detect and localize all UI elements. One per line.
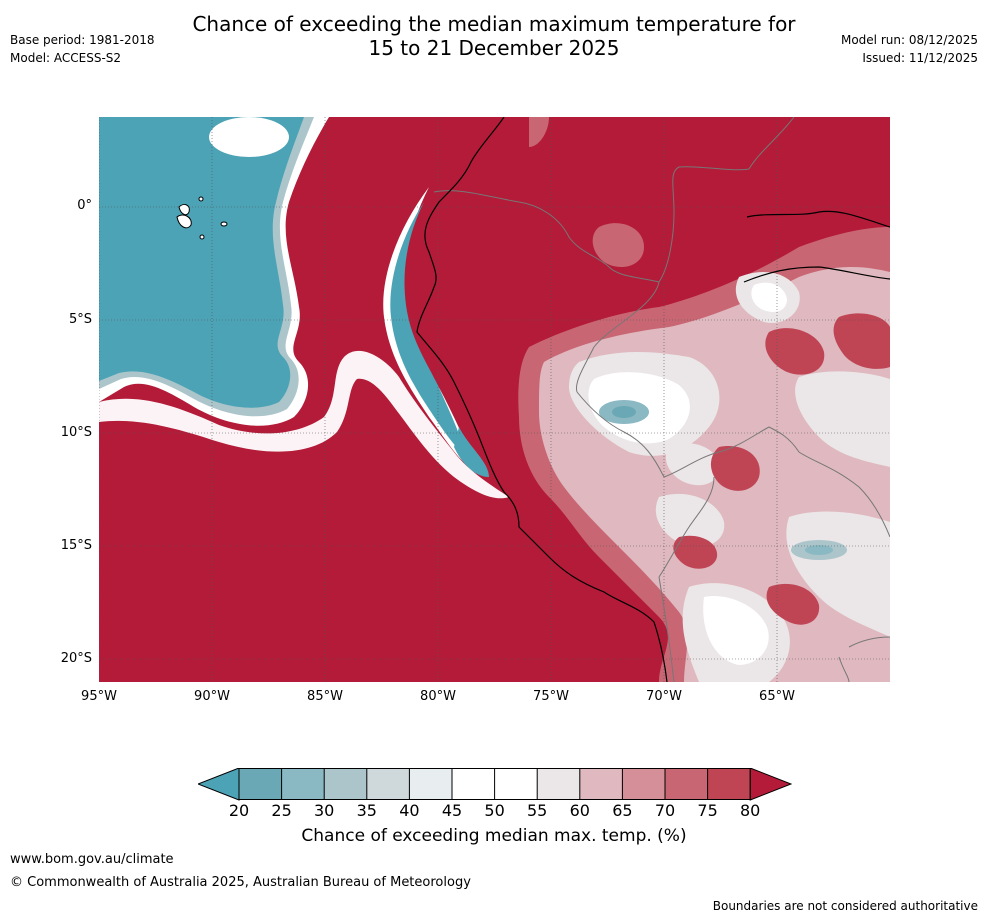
title-line-2: 15 to 21 December 2025 <box>368 36 620 60</box>
lon-label-95w: 95°W <box>81 689 117 704</box>
lat-label-0: 0° <box>77 198 92 213</box>
colorbar-bin-50-55 <box>494 768 538 800</box>
colorbar-tick-70: 70 <box>654 801 676 820</box>
colorbar-bin-60-65 <box>579 768 623 800</box>
lon-label-85w: 85°W <box>307 689 343 704</box>
map-svg <box>99 117 890 682</box>
probability-map <box>99 117 890 682</box>
colorbar-bin-45-50 <box>452 768 495 800</box>
model-run: Model run: 08/12/2025 <box>840 33 978 47</box>
base-period: Base period: 1981-2018 <box>10 33 155 47</box>
colorbar-tick-75: 75 <box>697 801 718 820</box>
colorbar-bin-75-80 <box>707 768 751 800</box>
colorbar-tick-65: 65 <box>612 801 633 820</box>
colorbar-label: Chance of exceeding median max. temp. (%… <box>301 826 687 846</box>
colorbar-tick-80: 80 <box>740 801 761 820</box>
colorbar-bin-40-45 <box>409 768 452 800</box>
boundary-disclaimer: Boundaries are not considered authoritat… <box>712 899 978 913</box>
colorbar-tick-50: 50 <box>484 801 505 820</box>
lat-label-5s: 5°S <box>68 312 92 327</box>
colorbar-tick-45: 45 <box>441 801 463 820</box>
ocean-white-band <box>99 350 509 499</box>
ocean-cool-core <box>99 117 304 408</box>
title-line-1: Chance of exceeding the median maximum t… <box>192 12 796 36</box>
colorbar-bin-25-30 <box>281 768 325 800</box>
meta-right: Model run: 08/12/2025 Issued: 11/12/2025 <box>841 31 978 67</box>
colorbar-tick-60: 60 <box>569 801 590 820</box>
colorbar-tick-30: 30 <box>314 801 335 820</box>
meta-left: Base period: 1981-2018 Model: ACCESS-S2 <box>10 31 155 67</box>
colorbar-high-arrow <box>749 767 793 801</box>
graticule <box>99 117 890 682</box>
lon-label-65w: 65°W <box>759 689 795 704</box>
colorbar-tick-35: 35 <box>356 801 377 820</box>
coastline <box>416 117 890 682</box>
colorbar-bin-70-75 <box>665 768 708 800</box>
colorbar-tick-20: 20 <box>228 801 250 820</box>
colorbar-tick-40: 40 <box>399 801 420 820</box>
coastal-cool-strip <box>390 202 465 455</box>
colorbar-bin-30-35 <box>324 768 367 800</box>
colorbar-svg <box>196 767 793 801</box>
colorbar-tick-55: 55 <box>527 801 548 820</box>
model-name: Model: ACCESS-S2 <box>10 51 122 65</box>
lon-label-75w: 75°W <box>533 689 569 704</box>
website-url: www.bom.gov.au/climate <box>10 852 174 867</box>
colorbar-bin-20-25 <box>239 768 282 800</box>
colorbar-bin-55-60 <box>537 768 580 800</box>
issued-date: Issued: 11/12/2025 <box>862 51 978 65</box>
colorbar-tick-25: 25 <box>271 801 292 820</box>
country-borders <box>433 117 890 682</box>
lon-label-90w: 90°W <box>194 689 230 704</box>
lon-label-80w: 80°W <box>420 689 456 704</box>
lat-label-15s: 15°S <box>60 538 92 553</box>
lon-label-70w: 70°W <box>646 689 682 704</box>
galapagos-islands <box>176 196 228 240</box>
colorbar <box>196 767 793 805</box>
lat-label-10s: 10°S <box>60 425 92 440</box>
chart-title: Chance of exceeding the median maximum t… <box>0 12 988 60</box>
colorbar-bin-65-70 <box>622 768 665 800</box>
lat-label-20s: 20°S <box>60 651 92 666</box>
colorbar-low-arrow <box>196 767 240 801</box>
copyright-notice: © Commonwealth of Australia 2025, Austra… <box>10 875 471 890</box>
colorbar-bin-35-40 <box>366 768 410 800</box>
